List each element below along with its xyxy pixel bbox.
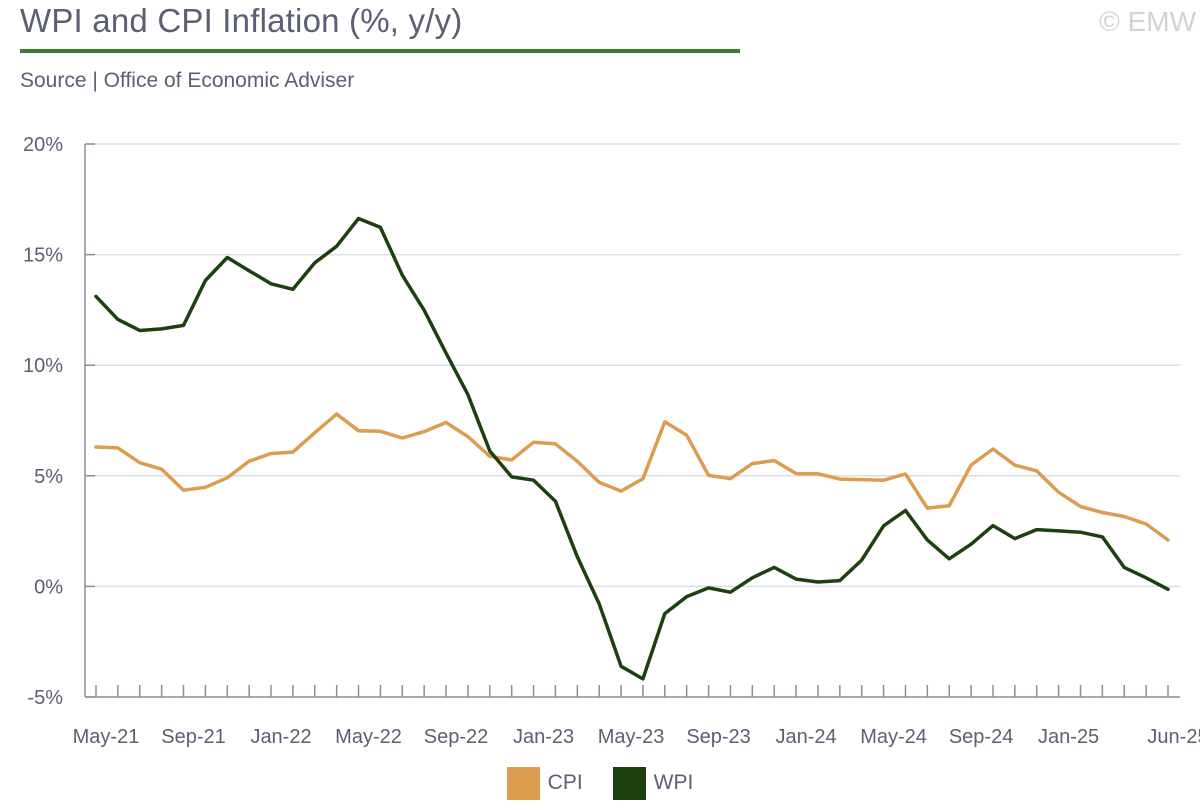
tick-labels: 20% 15% 10% 5% 0% -5% May-21 Sep-21 Jan-22 May-22… [23,134,1200,748]
y-tick-label: 0% [34,576,63,598]
chart-title: WPI and CPI Inflation (%, y/y) [20,2,463,39]
series-line-wpi [94,216,1170,681]
x-tick-label: Jun-25 [1147,726,1200,748]
x-tick-label: Sep-23 [686,726,751,748]
copyright-watermark: © EMW [1099,6,1196,37]
x-tick-label: Sep-21 [161,726,226,748]
gridlines [85,143,1180,588]
legend-swatch-cpi [506,766,540,800]
legend: CPI WPI [0,765,1200,801]
x-tick-label: Jan-24 [776,726,837,748]
y-tick-label: 20% [23,134,63,156]
x-tick-label: Sep-24 [949,726,1014,748]
legend-swatch-wpi [612,766,646,800]
y-tick-label: 5% [34,466,63,488]
x-tick-label: May-21 [73,726,140,748]
x-tick-label: May-23 [598,726,665,748]
chart-source: Source | Office of Economic Adviser [20,69,355,92]
legend-label-cpi: CPI [547,771,583,794]
legend-item-cpi[interactable]: CPI [506,766,583,800]
series-line-cpi [94,412,1170,542]
legend-label-wpi: WPI [653,771,694,794]
legend-item-wpi[interactable]: WPI [612,766,694,800]
series-lines [94,216,1170,681]
axes [84,143,1180,698]
y-tick-label: 10% [23,355,63,377]
line-chart: 20% 15% 10% 5% 0% -5% May-21 Sep-21 Jan-22 May-22… [23,134,1200,748]
x-tick-label: May-22 [335,726,402,748]
x-tick-label: Jan-22 [250,726,311,748]
y-tick-label: 15% [23,245,63,267]
x-tick-label: Jan-25 [1038,726,1099,748]
x-tick-label: May-24 [860,726,927,748]
x-tick-label: Jan-23 [513,726,574,748]
x-tick-label: Sep-22 [424,726,489,748]
title-underline [20,49,740,53]
y-tick-label: -5% [27,687,63,709]
